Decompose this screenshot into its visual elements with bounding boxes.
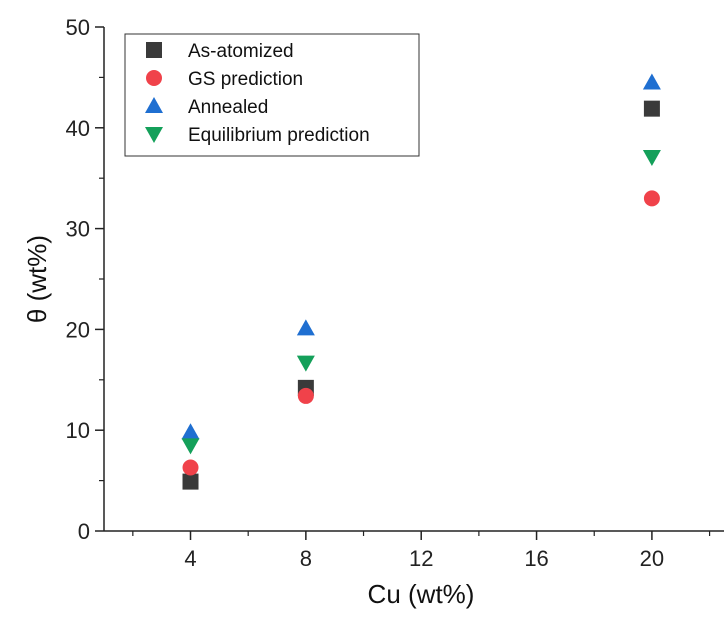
y-axis-title: θ (wt%) — [22, 235, 52, 323]
point-as-atomized — [182, 473, 199, 490]
point-as-atomized — [643, 100, 660, 117]
legend-label-as-atomized: As-atomized — [188, 41, 294, 62]
point-gs-prediction — [182, 459, 199, 476]
x-tick-label: 20 — [640, 546, 664, 571]
x-tick-label: 16 — [524, 546, 548, 571]
y-tick-label: 10 — [66, 418, 90, 443]
y-tick-label: 40 — [66, 116, 90, 141]
x-tick-label: 12 — [409, 546, 433, 571]
x-tick-label: 4 — [184, 546, 196, 571]
legend: As-atomized GS prediction Annealed Equilibr… — [124, 33, 420, 157]
legend-marker-as-atomized — [146, 42, 162, 58]
point-annealed — [296, 319, 315, 336]
x-axis-title: Cu (wt%) — [368, 579, 475, 609]
point-gs-prediction — [297, 387, 314, 404]
point-equilibrium-prediction — [181, 438, 200, 455]
point-annealed — [181, 423, 200, 440]
point-equilibrium-prediction — [642, 150, 661, 167]
axes: 0 10 20 30 40 50 4 8 12 16 20 — [66, 15, 724, 571]
data-points — [181, 73, 661, 490]
point-annealed — [642, 73, 661, 90]
y-tick-label: 30 — [66, 217, 90, 242]
y-tick-label: 0 — [78, 519, 90, 544]
y-tick-label: 50 — [66, 15, 90, 40]
legend-box — [124, 33, 420, 157]
y-tick-label: 20 — [66, 317, 90, 342]
x-tick-label: 8 — [300, 546, 312, 571]
point-equilibrium-prediction — [296, 355, 315, 372]
legend-label-gs-prediction: GS prediction — [188, 69, 303, 90]
legend-marker-annealed — [145, 97, 163, 113]
legend-marker-equilibrium-prediction — [145, 127, 163, 143]
legend-label-equilibrium-prediction: Equilibrium prediction — [188, 125, 370, 146]
legend-marker-gs-prediction — [146, 70, 162, 86]
point-gs-prediction — [643, 190, 660, 207]
legend-label-annealed: Annealed — [188, 97, 268, 118]
